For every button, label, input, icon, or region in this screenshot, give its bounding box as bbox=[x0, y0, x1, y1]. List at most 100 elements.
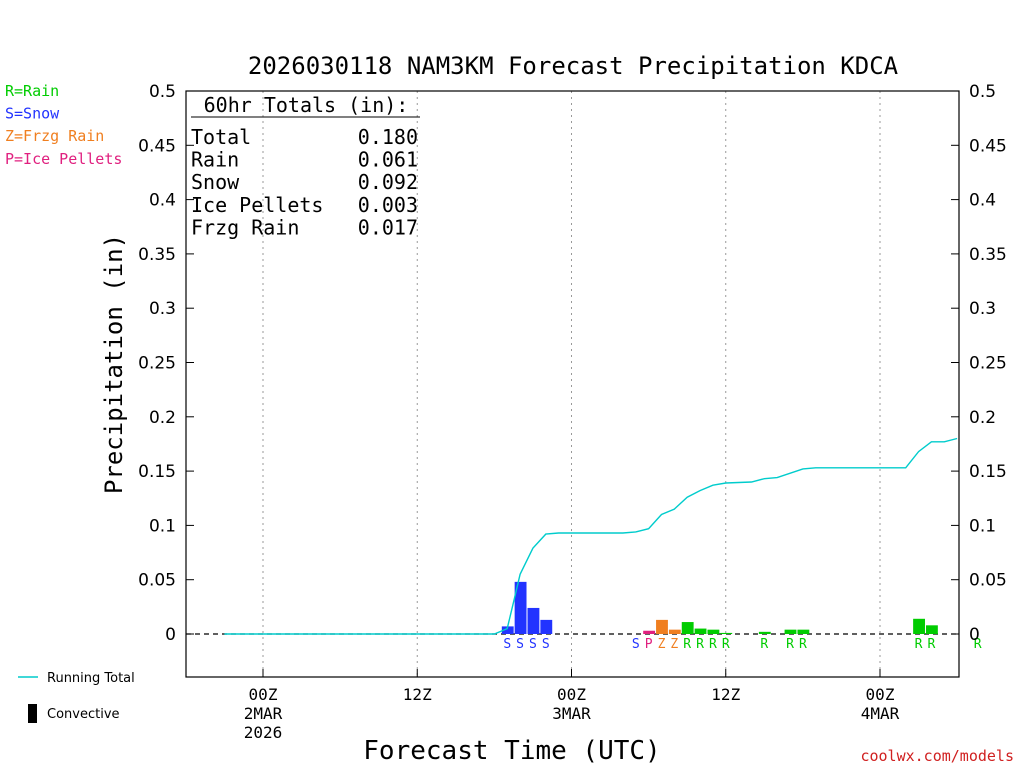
running-total-legend-label: Running Total bbox=[47, 671, 135, 686]
type-legend-2: Z=Frzg Rain bbox=[5, 127, 104, 145]
precip-code-3: S bbox=[542, 637, 550, 652]
line-legend: Running Total Convective bbox=[18, 671, 135, 723]
y-tick-label-right-0: 0 bbox=[969, 625, 980, 645]
y-tick-label-left-6: 0.3 bbox=[149, 299, 176, 319]
precip-code-16: R bbox=[928, 637, 936, 652]
precip-bar-7 bbox=[668, 629, 681, 634]
precip-code-12: R bbox=[760, 637, 768, 652]
type-legend-3: P=Ice Pellets bbox=[5, 150, 122, 168]
x-tick-year-0: 2026 bbox=[244, 723, 283, 742]
totals-box: 60hr Totals (in): Total 0.180 Rain 0.061 Snow… bbox=[191, 93, 420, 239]
plot-frame bbox=[185, 90, 960, 678]
precip-type-legend: R=Rain S=Snow Z=Frzg Rain P=Ice Pellets bbox=[5, 82, 122, 168]
totals-heading: 60hr Totals (in): bbox=[204, 93, 409, 117]
precip-bar-5 bbox=[643, 630, 656, 634]
precip-code-4: S bbox=[632, 637, 640, 652]
y-tick-label-right-8: 0.4 bbox=[969, 191, 996, 211]
precip-bar-8 bbox=[681, 622, 694, 634]
precip-bar-9 bbox=[694, 628, 707, 634]
totals-label-2: Snow bbox=[191, 170, 240, 194]
totals-value-4: 0.017 bbox=[358, 215, 418, 239]
y-tick-label-left-1: 0.05 bbox=[138, 571, 176, 591]
precip-bar-10 bbox=[707, 629, 720, 634]
x-tick-label-1: 12Z bbox=[403, 685, 432, 704]
totals-label-0: Total bbox=[191, 125, 251, 149]
x-tick-label-0: 00Z bbox=[249, 685, 278, 704]
precip-code-8: R bbox=[683, 637, 691, 652]
precip-code-6: Z bbox=[658, 637, 666, 652]
plot-grid bbox=[186, 91, 959, 677]
precip-code-9: R bbox=[696, 637, 704, 652]
y-tick-label-left-0: 0 bbox=[165, 625, 176, 645]
precip-bar-3 bbox=[540, 619, 553, 634]
precip-bars bbox=[501, 581, 938, 634]
y-tick-label-right-10: 0.5 bbox=[969, 82, 996, 102]
y-axis-left: 0 0.05 0.1 0.15 0.2 0.25 0.3 0.35 0.4 0.45 0.5 bbox=[138, 82, 194, 645]
x-tick-date-2: 3MAR bbox=[552, 704, 591, 723]
y-tick-label-right-2: 0.1 bbox=[969, 516, 996, 536]
y-tick-label-right-7: 0.35 bbox=[969, 245, 1007, 265]
y-tick-label-right-9: 0.45 bbox=[969, 136, 1007, 156]
y-axis-right: 0 0.05 0.1 0.15 0.2 0.25 0.3 0.35 0.4 0.45 0.5 bbox=[951, 82, 1007, 645]
precip-bar-11 bbox=[720, 632, 733, 634]
precip-code-10: R bbox=[709, 637, 717, 652]
precip-bar-1 bbox=[514, 581, 527, 634]
convective-legend-label: Convective bbox=[47, 707, 120, 722]
precip-bar-15 bbox=[913, 618, 925, 634]
totals-value-2: 0.092 bbox=[358, 170, 418, 194]
y-tick-label-right-3: 0.15 bbox=[969, 462, 1007, 482]
x-axis-label: Forecast Time (UTC) bbox=[363, 736, 660, 766]
convective-legend-swatch bbox=[28, 704, 37, 723]
y-tick-label-left-4: 0.2 bbox=[149, 408, 176, 428]
precip-bar-14 bbox=[797, 629, 810, 634]
totals-value-1: 0.061 bbox=[358, 148, 418, 172]
y-tick-label-right-5: 0.25 bbox=[969, 354, 1007, 374]
credit-text: coolwx.com/models bbox=[860, 747, 1014, 765]
y-tick-label-left-10: 0.5 bbox=[149, 82, 176, 102]
y-axis-label: Precipitation (in) bbox=[100, 234, 128, 494]
y-tick-label-left-9: 0.45 bbox=[138, 136, 176, 156]
x-tick-label-2: 00Z bbox=[557, 685, 586, 704]
x-tick-label-4: 00Z bbox=[866, 685, 895, 704]
precip-code-2: S bbox=[529, 637, 537, 652]
y-tick-label-left-5: 0.25 bbox=[138, 354, 176, 374]
precip-code-0: S bbox=[503, 637, 511, 652]
x-tick-label-3: 12Z bbox=[711, 685, 740, 704]
x-tick-date-0: 2MAR bbox=[244, 704, 283, 723]
precip-code-11: R bbox=[722, 637, 730, 652]
y-tick-label-right-1: 0.05 bbox=[969, 571, 1007, 591]
precip-code-7: Z bbox=[670, 637, 678, 652]
y-tick-label-left-2: 0.1 bbox=[149, 516, 176, 536]
totals-value-0: 0.180 bbox=[358, 125, 418, 149]
totals-label-3: Ice Pellets bbox=[191, 193, 323, 217]
y-tick-label-left-7: 0.35 bbox=[138, 245, 176, 265]
y-tick-label-right-4: 0.2 bbox=[969, 408, 996, 428]
totals-label-4: Frzg Rain bbox=[191, 215, 299, 239]
precip-bar-2 bbox=[527, 607, 540, 634]
y-tick-label-left-3: 0.15 bbox=[138, 462, 176, 482]
precip-code-17: R bbox=[974, 637, 982, 652]
precip-code-5: P bbox=[645, 637, 653, 652]
precip-code-15: R bbox=[915, 637, 923, 652]
totals-value-3: 0.003 bbox=[358, 193, 418, 217]
running-total-line bbox=[224, 437, 958, 635]
precip-bar-12 bbox=[758, 631, 771, 634]
precip-bar-16 bbox=[925, 625, 938, 634]
precip-bar-0 bbox=[501, 626, 514, 634]
precip-bar-6 bbox=[656, 619, 668, 634]
precip-code-14: R bbox=[799, 637, 807, 652]
precip-code-1: S bbox=[516, 637, 524, 652]
chart-title: 2026030118 NAM3KM Forecast Precipitation… bbox=[248, 52, 899, 80]
running-total-line-group bbox=[224, 437, 958, 635]
y-tick-label-right-6: 0.3 bbox=[969, 299, 996, 319]
totals-label-1: Rain bbox=[191, 148, 239, 172]
y-tick-label-left-8: 0.4 bbox=[149, 191, 176, 211]
x-tick-date-4: 4MAR bbox=[861, 704, 900, 723]
type-legend-1: S=Snow bbox=[5, 105, 60, 123]
type-legend-0: R=Rain bbox=[5, 82, 59, 100]
precip-bar-13 bbox=[784, 629, 797, 634]
precip-code-13: R bbox=[786, 637, 794, 652]
